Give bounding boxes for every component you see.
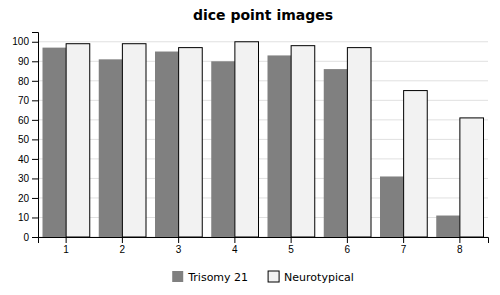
- tick-mark: [32, 120, 38, 121]
- legend-label: Neurotypical: [284, 271, 354, 284]
- tick: 30: [18, 173, 38, 184]
- tick-label: 5: [288, 244, 294, 255]
- tick: 3: [176, 237, 182, 255]
- y-axis: 0 10 20 30 40 50 60 70 80 90 100: [12, 33, 38, 243]
- tick-mark: [32, 237, 38, 238]
- tick-mark: [459, 237, 460, 243]
- tick-mark: [32, 178, 38, 179]
- tick-label: 80: [18, 76, 30, 87]
- tick: 100: [12, 36, 38, 47]
- tick-mark: [32, 42, 38, 43]
- tick-label: 10: [18, 212, 30, 223]
- tick-label: 2: [120, 244, 126, 255]
- bars: [43, 42, 484, 237]
- tick: 50: [18, 134, 38, 145]
- x-axis: 1 2 3 4 5 6 7 8: [39, 237, 489, 255]
- tick-label: 40: [18, 154, 30, 165]
- bar: [122, 44, 146, 237]
- tick-mark: [32, 61, 38, 62]
- tick-mark: [122, 237, 123, 243]
- bar: [460, 118, 484, 237]
- tick-label: 30: [18, 173, 30, 184]
- tick: 4: [232, 237, 238, 255]
- tick-label: 100: [12, 36, 29, 47]
- legend-item: Neurotypical: [268, 271, 354, 284]
- bar: [179, 48, 203, 237]
- bar: [324, 69, 348, 237]
- tick: 7: [401, 237, 407, 255]
- tick: 80: [18, 76, 38, 87]
- bar: [404, 91, 428, 237]
- bar: [66, 44, 90, 237]
- tick-label: 3: [176, 244, 182, 255]
- tick-mark: [32, 100, 38, 101]
- tick-mark: [291, 237, 292, 243]
- bar: [436, 216, 460, 237]
- tick: 0: [23, 232, 38, 243]
- legend: Trisomy 21 Neurotypical: [172, 271, 354, 284]
- tick: 20: [18, 193, 38, 204]
- bar: [43, 48, 67, 237]
- legend-swatch: [172, 271, 183, 282]
- bar-series: [66, 42, 483, 237]
- bar: [211, 61, 235, 237]
- tick-label: 90: [18, 56, 30, 67]
- tick: 1: [63, 237, 69, 255]
- title: dice point images: [193, 7, 333, 23]
- tick: 70: [18, 95, 38, 106]
- bar: [99, 59, 123, 237]
- legend-label: Trisomy 21: [187, 271, 248, 284]
- chart: 0 10 20 30 40 50 60 70 80 90 100 1 2 3 4 5 6 7 8 dice point…: [0, 0, 500, 295]
- bar: [380, 176, 404, 237]
- tick-mark: [32, 198, 38, 199]
- bar: [268, 55, 292, 237]
- tick-mark: [347, 237, 348, 243]
- tick-label: 20: [18, 193, 30, 204]
- tick-label: 50: [18, 134, 30, 145]
- tick: 5: [288, 237, 294, 255]
- bar: [291, 46, 315, 237]
- tick-label: 60: [18, 115, 30, 126]
- tick-mark: [178, 237, 179, 243]
- axis-line: [32, 33, 39, 238]
- grid: [38, 42, 488, 237]
- plot: 0 10 20 30 40 50 60 70 80 90 100 1 2 3 4 5 6 7 8: [12, 33, 488, 256]
- tick-label: 1: [63, 244, 69, 255]
- bar: [235, 42, 259, 237]
- tick-label: 8: [457, 244, 463, 255]
- tick: 60: [18, 115, 38, 126]
- tick-label: 6: [345, 244, 351, 255]
- tick-label: 7: [401, 244, 407, 255]
- legend-swatch: [268, 271, 279, 282]
- tick: 6: [345, 237, 351, 255]
- tick: 10: [18, 212, 38, 223]
- tick-mark: [234, 237, 235, 243]
- tick: 40: [18, 154, 38, 165]
- bar: [155, 52, 179, 237]
- tick-label: 4: [232, 244, 238, 255]
- tick: 8: [457, 237, 463, 255]
- tick-mark: [32, 159, 38, 160]
- tick-label: 0: [23, 232, 29, 243]
- legend-item: Trisomy 21: [172, 271, 248, 284]
- bar: [347, 48, 371, 237]
- grid-line: [38, 41, 488, 42]
- tick: 90: [18, 56, 38, 67]
- tick-mark: [32, 81, 38, 82]
- tick-mark: [66, 237, 67, 243]
- tick-label: 70: [18, 95, 30, 106]
- tick-mark: [403, 237, 404, 243]
- tick-mark: [32, 217, 38, 218]
- axis-line: [39, 238, 489, 244]
- tick-mark: [32, 139, 38, 140]
- tick: 2: [120, 237, 126, 255]
